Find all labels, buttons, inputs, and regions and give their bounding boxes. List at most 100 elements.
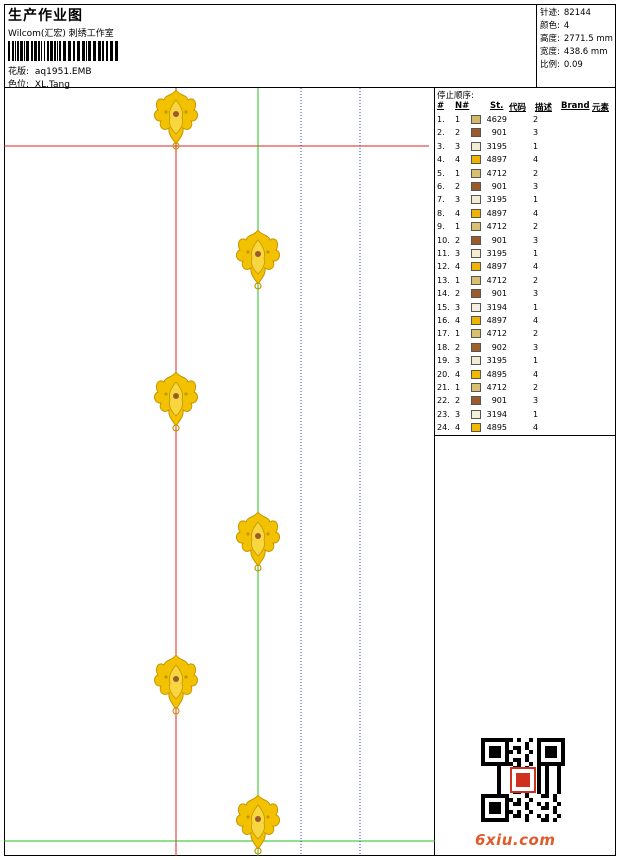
qr-code-icon	[481, 738, 565, 822]
col-st: St.	[490, 101, 504, 111]
row-code: 4712	[486, 222, 507, 232]
row-index: 7.	[437, 195, 445, 205]
row-code: 4897	[486, 208, 507, 218]
row-element: 2	[533, 383, 539, 392]
row-code: 4897	[486, 316, 507, 325]
row-code: 4712	[486, 168, 507, 178]
row-element: 4	[533, 155, 539, 165]
motif-4	[235, 511, 281, 572]
list-item: 4. 4 4897 4	[435, 154, 616, 167]
row-needle: 4	[455, 262, 461, 272]
row-needle: 3	[455, 141, 461, 151]
row-index: 15.	[437, 302, 450, 312]
list-item: 22. 2 901 3	[435, 395, 616, 408]
row-needle: 3	[455, 409, 461, 419]
row-code: 4897	[486, 155, 507, 165]
row-element: 2	[533, 115, 539, 124]
row-element: 3	[533, 396, 539, 406]
list-item: 12. 4 4897 4	[435, 261, 616, 274]
row-element: 4	[533, 262, 539, 272]
list-item: 19. 3 3195 1	[435, 355, 616, 368]
list-item: 18. 2 902 3	[435, 342, 616, 355]
row-element: 4	[533, 369, 539, 379]
color-swatch	[471, 383, 481, 392]
row-needle: 1	[455, 275, 461, 285]
row-element: 1	[533, 249, 539, 258]
row-index: 14.	[437, 289, 450, 299]
row-index: 20.	[437, 369, 450, 379]
row-index: 9.	[437, 222, 445, 232]
list-item: 11. 3 3195 1	[435, 248, 616, 261]
row-code: 4712	[486, 275, 507, 285]
row-needle: 2	[455, 342, 461, 352]
row-code: 3195	[486, 249, 507, 258]
row-code: 901	[491, 396, 507, 406]
colorway-value: XL.Tang	[34, 80, 70, 90]
row-element: 1	[533, 195, 539, 205]
row-element: 4	[533, 208, 539, 218]
row-needle: 1	[455, 222, 461, 232]
color-swatch	[471, 249, 481, 258]
row-needle: 2	[455, 182, 461, 191]
color-swatch	[471, 316, 481, 325]
list-item: 17. 1 4712 2	[435, 328, 616, 341]
list-item: 15. 3 3194 1	[435, 302, 616, 315]
row-index: 5.	[437, 168, 445, 178]
list-item: 13. 1 4712 2	[435, 275, 616, 288]
row-index: 8.	[437, 208, 445, 218]
info-scale: 比例: 0.09	[540, 60, 583, 70]
color-swatch	[471, 329, 481, 339]
stop-sequence-title: 停止顺序:	[437, 91, 474, 101]
row-needle: 2	[455, 289, 461, 299]
design-canvas	[4, 88, 435, 856]
row-code: 902	[491, 342, 507, 352]
list-item: 16. 4 4897 4	[435, 315, 616, 328]
color-swatch	[471, 208, 481, 218]
info-colors: 颜色: 4	[540, 21, 570, 31]
color-swatch	[471, 222, 481, 232]
row-index: 11.	[437, 249, 450, 258]
row-code: 4895	[486, 423, 507, 433]
motif-3	[153, 371, 199, 432]
row-element: 3	[533, 128, 539, 138]
row-code: 3194	[486, 409, 507, 419]
row-element: 1	[533, 302, 539, 312]
row-code: 4712	[486, 329, 507, 339]
row-code: 901	[491, 289, 507, 299]
row-code: 4895	[486, 369, 507, 379]
color-swatch	[471, 168, 481, 178]
design-value: aq1951.EMB	[34, 67, 92, 77]
list-item: 6. 2 901 3	[435, 181, 616, 194]
row-index: 23.	[437, 409, 450, 419]
row-element: 1	[533, 409, 539, 419]
color-swatch	[471, 302, 481, 312]
company-name: Wilcom(汇宏) 刺绣工作室	[8, 29, 114, 39]
list-item: 2. 2 901 3	[435, 127, 616, 140]
color-swatch	[471, 369, 481, 379]
panel-divider	[435, 435, 616, 436]
color-swatch	[471, 182, 481, 191]
row-index: 1.	[437, 115, 445, 124]
row-needle: 3	[455, 195, 461, 205]
row-element: 2	[533, 275, 539, 285]
row-needle: 4	[455, 369, 461, 379]
row-code: 4712	[486, 383, 507, 392]
row-element: 3	[533, 235, 539, 245]
row-index: 18.	[437, 342, 450, 352]
row-element: 4	[533, 316, 539, 325]
design-label: 花版:	[8, 67, 30, 77]
list-item: 8. 4 4897 4	[435, 208, 616, 221]
color-swatch	[471, 409, 481, 419]
page-frame	[4, 4, 616, 856]
row-element: 2	[533, 168, 539, 178]
row-needle: 3	[455, 302, 461, 312]
row-needle: 2	[455, 396, 461, 406]
row-needle: 3	[455, 249, 461, 258]
row-index: 13.	[437, 275, 450, 285]
row-code: 4897	[486, 262, 507, 272]
color-swatch	[471, 356, 481, 366]
list-item: 1. 1 4629 2	[435, 114, 616, 127]
color-swatch	[471, 262, 481, 272]
colorway-label: 色位:	[8, 80, 30, 90]
color-swatch	[471, 289, 481, 299]
